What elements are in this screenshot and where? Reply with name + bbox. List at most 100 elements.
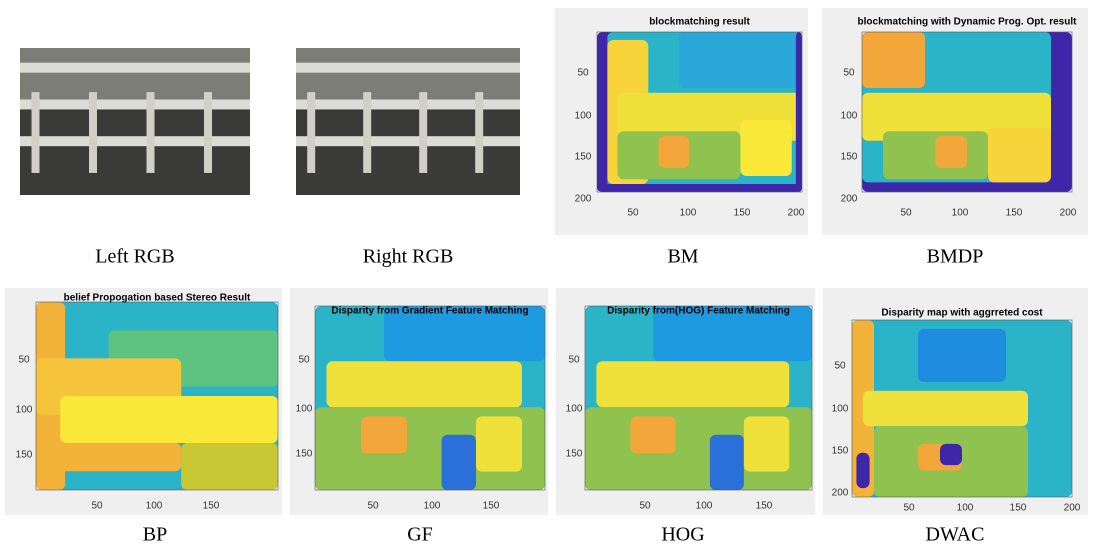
- pipe: [307, 92, 316, 173]
- pipe: [20, 99, 250, 110]
- figure-panel: Disparity map with aggrreted cost 50 100 15…: [823, 288, 1088, 546]
- disparity-region: [743, 416, 790, 472]
- plot-title: Disparity from Gradient Feature Matching: [331, 306, 528, 317]
- y-tick-label: 100: [832, 404, 849, 415]
- disparity-map: [597, 32, 802, 192]
- x-tick-label: 200: [788, 208, 805, 219]
- disparity-map: [862, 32, 1072, 192]
- pipe: [204, 92, 212, 173]
- y-tick-label: 200: [841, 194, 858, 205]
- y-tick-label: 100: [566, 404, 583, 415]
- disparity-region: [935, 136, 967, 168]
- disparity-region: [863, 390, 1028, 427]
- figure-panel: blockmatching result 50 100 150 200 50 100 150 2…: [555, 8, 808, 268]
- disparity-region: [181, 443, 278, 490]
- disparity-region: [795, 32, 802, 192]
- x-tick-label: 150: [1006, 208, 1023, 219]
- figure-panel: Disparity from Gradient Feature Matching…: [290, 288, 548, 546]
- figure-panel: Left RGB: [20, 48, 250, 268]
- pipe: [31, 92, 40, 173]
- plot-frame: [584, 305, 813, 491]
- y-tick-label: 50: [568, 355, 580, 366]
- x-tick-label: 200: [1064, 503, 1081, 514]
- y-tick-label: 200: [832, 488, 849, 499]
- plot-frame: [851, 319, 1073, 498]
- y-tick-label: 100: [296, 404, 313, 415]
- y-tick-label: 150: [566, 449, 583, 460]
- disparity-region: [596, 361, 790, 408]
- disparity-region: [740, 120, 792, 176]
- photo-ceiling: [20, 48, 250, 100]
- y-tick-label: 150: [575, 152, 592, 163]
- disparity-region: [856, 452, 870, 489]
- caption: BM: [667, 246, 698, 268]
- y-tick-label: 50: [843, 68, 855, 79]
- plot-title: blockmatching with Dynamic Prog. Opt. re…: [858, 17, 1078, 28]
- y-tick-label: 50: [298, 355, 310, 366]
- x-tick-label: 100: [952, 208, 969, 219]
- y-tick-label: 150: [832, 446, 849, 457]
- disparity-region: [476, 416, 522, 472]
- figure-panel: blockmatching with Dynamic Prog. Opt. re…: [822, 8, 1088, 268]
- pipe: [20, 136, 250, 147]
- pipe: [89, 92, 97, 173]
- x-tick-label: 100: [696, 501, 713, 512]
- plot-frame: [35, 301, 279, 491]
- disparity-region: [441, 434, 476, 490]
- disparity-region: [918, 328, 1006, 382]
- x-tick-label: 100: [424, 501, 441, 512]
- x-tick-label: 50: [900, 208, 912, 219]
- x-tick-label: 150: [756, 501, 773, 512]
- plot-frame: [861, 31, 1073, 193]
- disparity-region: [60, 396, 278, 443]
- disparity-region: [653, 306, 812, 362]
- disparity-region: [940, 443, 962, 466]
- x-tick-label: 50: [903, 503, 915, 514]
- x-tick-label: 50: [91, 501, 103, 512]
- y-tick-label: 150: [16, 450, 33, 461]
- disparity-region: [384, 306, 545, 362]
- y-tick-label: 100: [575, 111, 592, 122]
- plot-title: Disparity from(HOG) Feature Matching: [607, 306, 790, 317]
- plot-title: Disparity map with aggrreted cost: [881, 308, 1043, 319]
- figure-panel: belief Propogation based Stereo Result 50…: [5, 288, 282, 546]
- pipe: [419, 92, 428, 173]
- plot-frame: [596, 31, 803, 193]
- y-tick-label: 100: [16, 405, 33, 416]
- x-tick-label: 150: [734, 208, 751, 219]
- x-tick-label: 100: [957, 503, 974, 514]
- disparity-region: [679, 32, 802, 88]
- y-tick-label: 150: [296, 449, 313, 460]
- disparity-map: [36, 302, 278, 490]
- caption: Left RGB: [95, 246, 174, 268]
- disparity-map: [852, 320, 1072, 497]
- disparity-region: [709, 434, 744, 490]
- caption: GF: [407, 524, 433, 546]
- disparity-region: [988, 128, 1051, 183]
- photo-ceiling: [296, 48, 520, 100]
- disparity-region: [60, 443, 182, 472]
- x-tick-label: 100: [146, 501, 163, 512]
- pipe: [296, 136, 520, 147]
- x-tick-label: 50: [639, 501, 651, 512]
- figure-panel: Disparity from(HOG) Feature Matching 50 10…: [556, 288, 815, 546]
- x-tick-label: 100: [680, 208, 697, 219]
- disparity-map: [585, 306, 812, 490]
- x-tick-label: 200: [1060, 208, 1077, 219]
- x-tick-label: 50: [367, 501, 379, 512]
- pipe: [20, 62, 250, 73]
- disparity-region: [862, 32, 925, 88]
- disparity-region: [658, 136, 690, 168]
- pipe: [146, 92, 155, 173]
- caption: Right RGB: [363, 246, 454, 268]
- y-tick-label: 100: [841, 111, 858, 122]
- plot-frame: [314, 305, 546, 491]
- pipe: [296, 62, 520, 73]
- caption: HOG: [661, 524, 704, 546]
- disparity-region: [597, 32, 608, 192]
- y-tick-label: 150: [841, 152, 858, 163]
- y-tick-label: 200: [575, 194, 592, 205]
- x-tick-label: 150: [203, 501, 220, 512]
- disparity-region: [361, 416, 407, 454]
- pipe: [475, 92, 484, 173]
